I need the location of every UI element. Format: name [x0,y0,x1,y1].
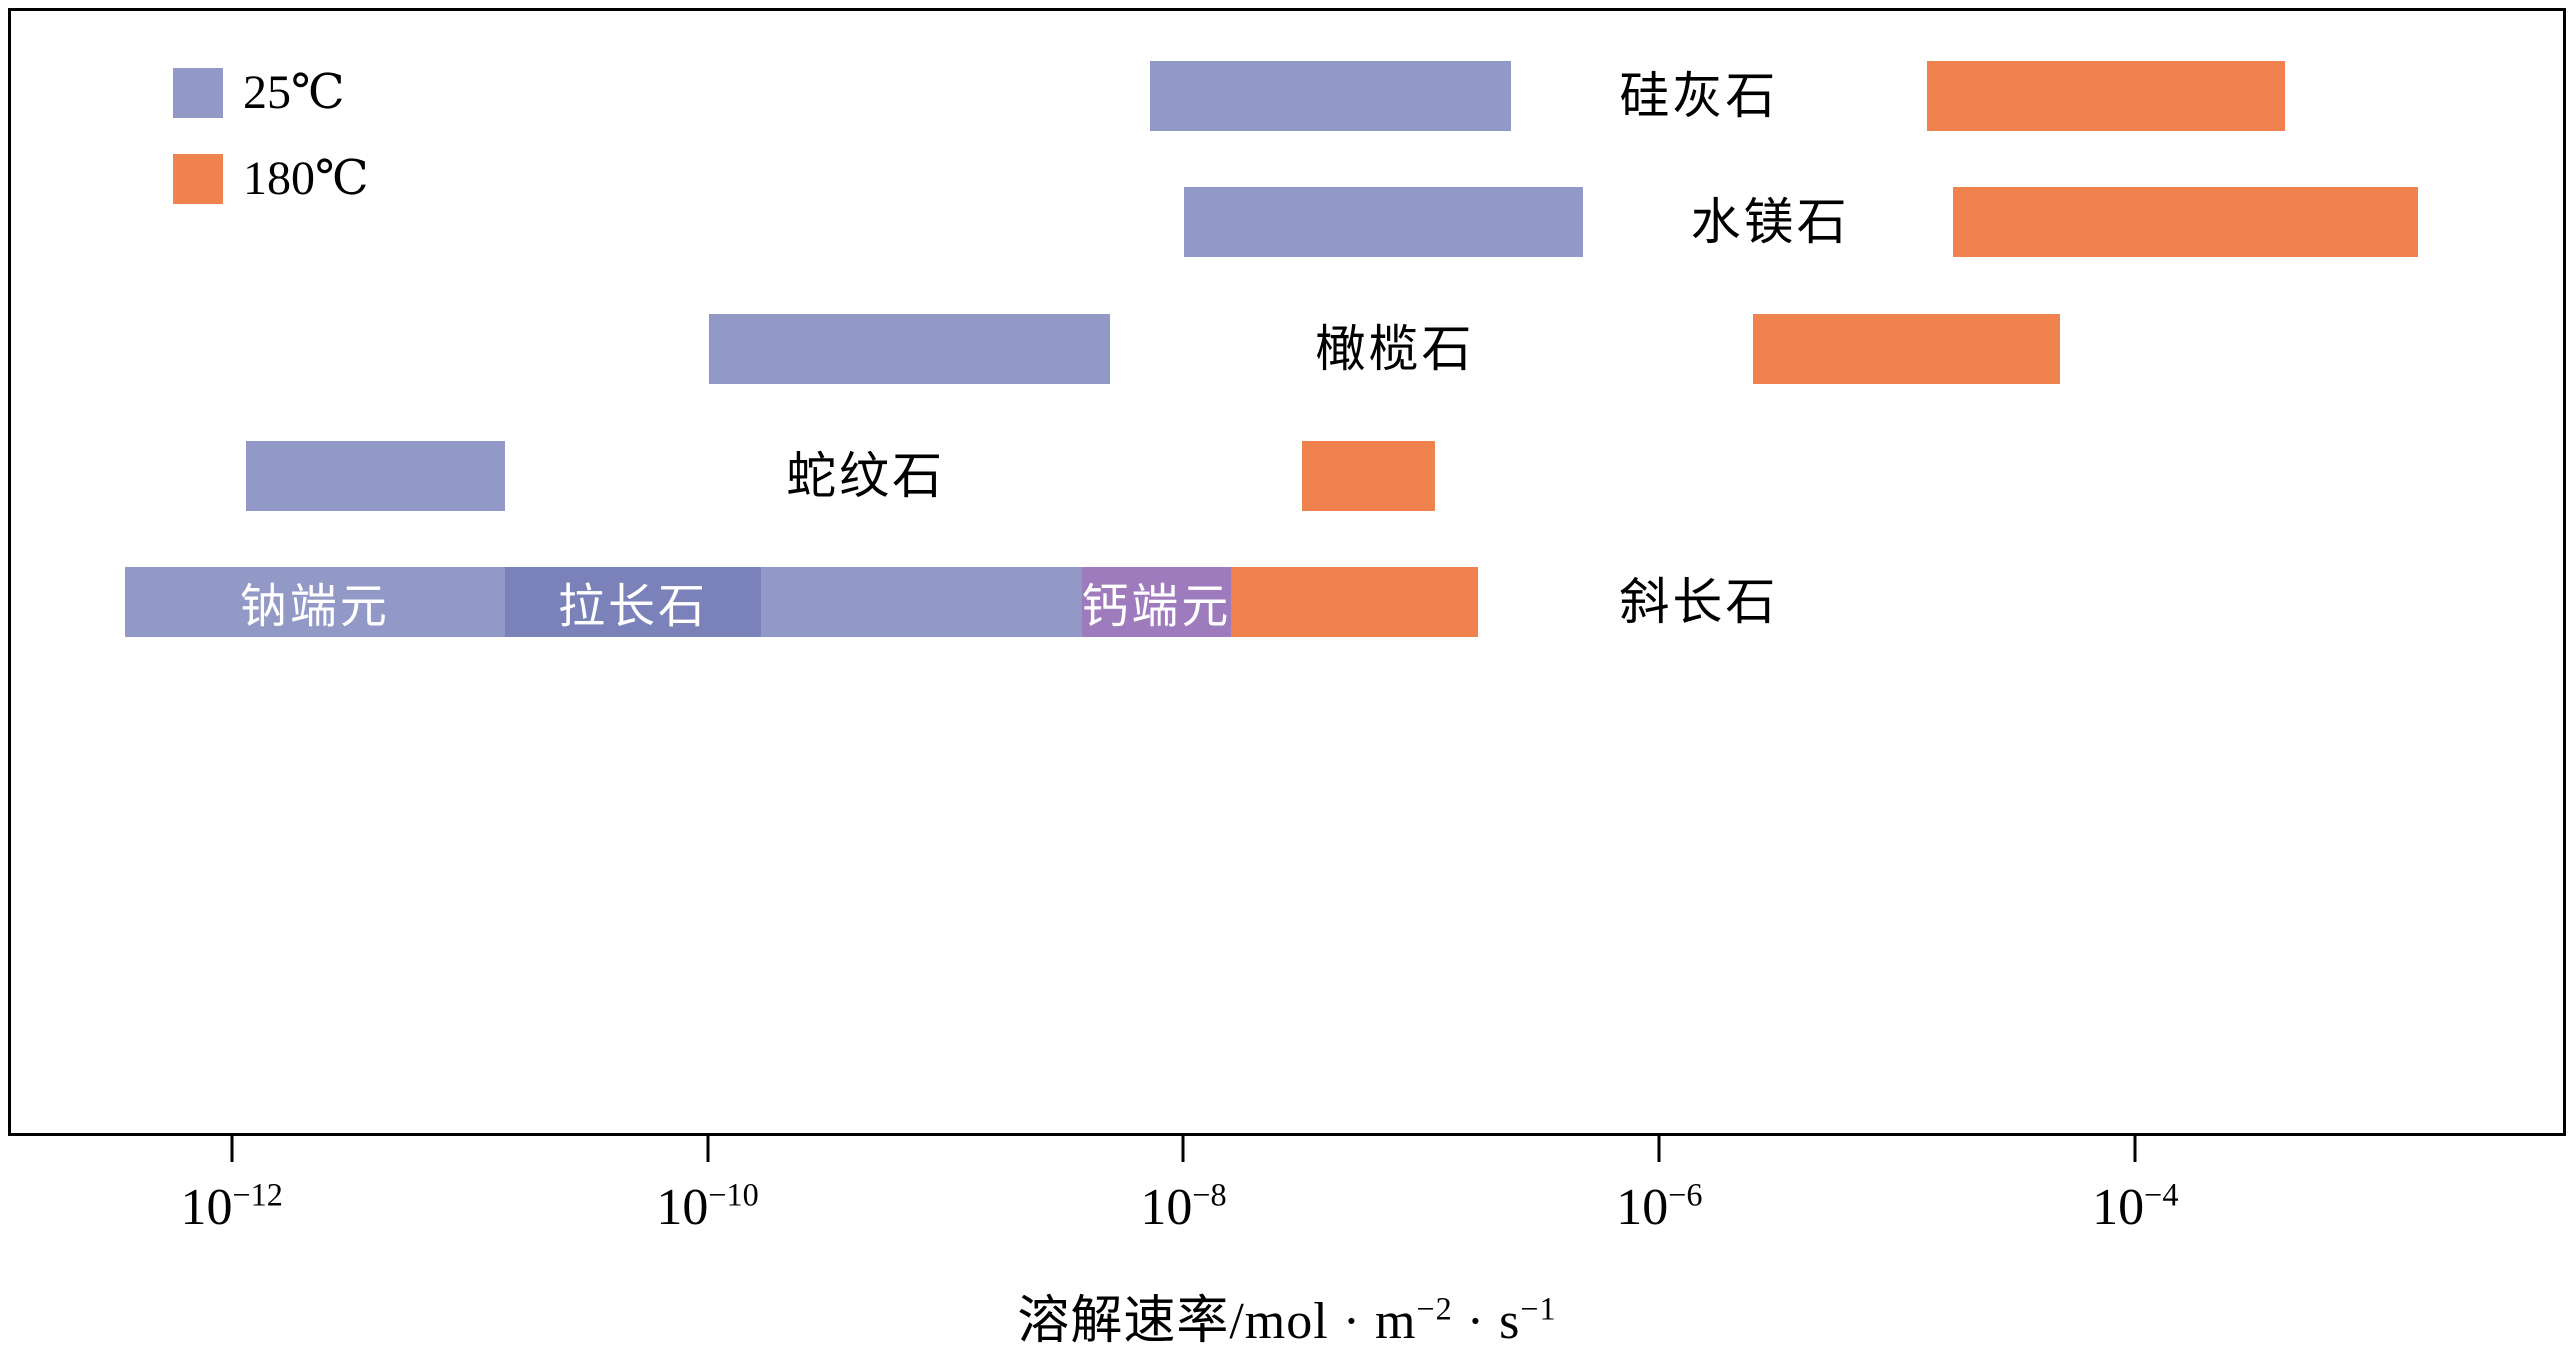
xlabel-unit-s: s [1499,1293,1521,1350]
tick-exponent: −8 [1192,1176,1227,1213]
range-bar: 钠端元 [124,567,505,637]
tick-base: 10 [1140,1179,1193,1236]
tick-mark [706,1136,710,1162]
segment-label: 钙端元 [1081,581,1232,634]
range-bar [1183,187,1583,257]
tick-label: 10−4 [2092,1178,2178,1237]
xlabel-text: 溶解速率/mol [1017,1293,1329,1350]
tick-base: 10 [656,1179,709,1236]
legend-swatch-25c [173,68,223,118]
legend-label-180c: 180℃ [243,152,369,205]
tick-label: 10−6 [1616,1178,1702,1237]
legend-item-180c: 180℃ [173,153,369,205]
mineral-label: 橄榄石 [1315,321,1475,377]
tick-label: 10−8 [1140,1178,1226,1237]
tick-exponent: −12 [232,1176,283,1213]
range-bar [1302,441,1436,511]
range-bar [761,567,1082,637]
legend-item-25c: 25℃ [173,67,369,119]
xlabel-unit-m: m [1375,1293,1417,1350]
range-bar [1926,61,2286,131]
tick-label: 10−10 [656,1178,758,1237]
range-bar [1231,567,1479,637]
range-bar [1952,187,2419,257]
legend: 25℃ 180℃ [173,67,369,205]
range-bar: 钙端元 [1081,567,1232,637]
range-bar: 拉长石 [504,567,762,637]
legend-label-25c: 25℃ [243,66,345,119]
range-bar [1150,61,1512,131]
x-axis-title: 溶解速率/mol · m−2 · s−1 [0,1278,2574,1353]
range-bar [708,314,1111,384]
plot-area: 硅灰石水镁石橄榄石蛇纹石钠端元 拉长石 钙端元 斜长石 [11,11,2563,1133]
tick-base: 10 [180,1179,233,1236]
tick-mark [1657,1136,1661,1162]
tick-exponent: −10 [708,1176,759,1213]
xlabel-dot: · [1328,1293,1376,1350]
tick-base: 10 [2092,1179,2145,1236]
mineral-label: 蛇纹石 [786,448,946,504]
range-bar [246,441,505,511]
plot-frame: 硅灰石水镁石橄榄石蛇纹石钠端元 拉长石 钙端元 斜长石 25℃ 180℃ [8,8,2566,1136]
xlabel-dot: · [1452,1293,1500,1350]
tick-mark [1181,1136,1185,1162]
xlabel-exponent: −1 [1520,1290,1557,1327]
tick-label: 10−12 [180,1178,282,1237]
segment-label: 拉长石 [557,581,708,634]
mineral-label: 水镁石 [1690,194,1850,250]
x-axis: 10−12 10−10 10−8 10−6 10−4 [8,1136,2566,1266]
xlabel-exponent: −2 [1416,1290,1453,1327]
tick-mark [230,1136,234,1162]
tick-exponent: −4 [2144,1176,2179,1213]
legend-swatch-180c [173,154,223,204]
mineral-label: 硅灰石 [1619,68,1779,124]
segment-label: 钠端元 [239,581,390,634]
mineral-label: 斜长石 [1619,574,1779,630]
tick-mark [2133,1136,2137,1162]
range-bar [1753,314,2060,384]
tick-exponent: −6 [1668,1176,1703,1213]
tick-base: 10 [1616,1179,1669,1236]
